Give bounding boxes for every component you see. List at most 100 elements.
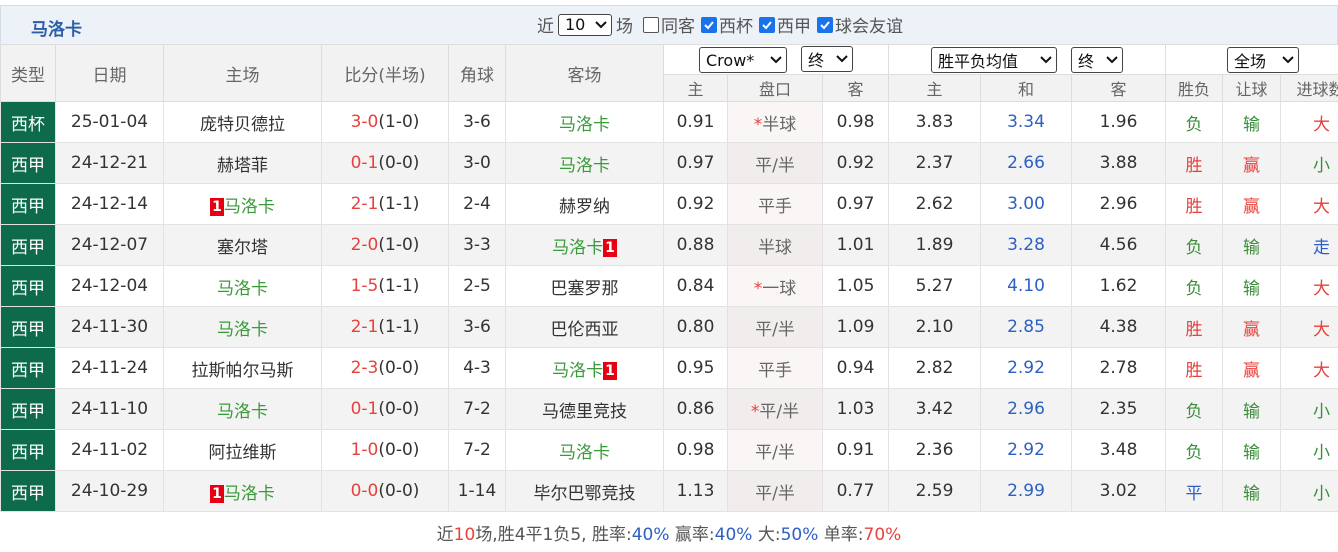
- over-rate: 50%: [780, 525, 819, 545]
- result: 负: [1165, 101, 1224, 143]
- sub-header: 主: [663, 74, 728, 102]
- select-value: 胜平负均值: [938, 51, 1019, 71]
- full-score: 1-0: [350, 440, 379, 460]
- filter-option[interactable]: 同客: [637, 12, 695, 37]
- filter-option[interactable]: 西甲: [753, 12, 811, 37]
- odds-select[interactable]: 终: [1071, 46, 1124, 73]
- sub-header: 胜负: [1165, 74, 1224, 102]
- corners: 3-6: [448, 306, 506, 348]
- home-team: 马洛卡: [163, 388, 322, 430]
- away-name: 马洛卡: [552, 237, 604, 258]
- checkbox[interactable]: [817, 16, 833, 33]
- away-team: 巴伦西亚: [505, 306, 664, 348]
- handicap-line: 平/半: [755, 155, 795, 176]
- option-label: 西甲: [777, 17, 811, 37]
- full-score: 2-3: [350, 358, 379, 378]
- odds-home: 0.86: [663, 388, 728, 430]
- away-name: 马洛卡: [552, 360, 604, 381]
- half-score: (1-0): [378, 235, 420, 255]
- avg-draw: 2.92: [980, 429, 1073, 471]
- sub-header: 和: [980, 74, 1073, 102]
- filter-option[interactable]: 西杯: [695, 12, 753, 37]
- hcp-result: 输: [1222, 101, 1282, 143]
- result: 胜: [1165, 306, 1224, 348]
- result: 负: [1165, 265, 1224, 307]
- avg-home: 2.37: [888, 142, 982, 184]
- home-team: 1 马洛卡: [163, 470, 322, 512]
- match-date: 24-10-29: [55, 470, 164, 512]
- avg-home: 2.62: [888, 183, 982, 225]
- odds-away: 0.91: [821, 429, 890, 471]
- half-score: (0-0): [378, 440, 420, 460]
- odds-select[interactable]: Crow*: [699, 47, 787, 74]
- team-title: 马洛卡: [31, 20, 82, 40]
- odds-home: 0.98: [663, 429, 728, 471]
- hcp-result: 输: [1222, 265, 1282, 307]
- count-value: 10: [565, 15, 586, 34]
- avg-draw: 2.96: [980, 388, 1073, 430]
- full-score: 2-1: [350, 194, 379, 214]
- column-header: 日期: [55, 44, 164, 102]
- match-type: 西甲: [0, 470, 56, 512]
- away-name: 赫罗纳: [559, 196, 610, 217]
- odds-select[interactable]: 终: [801, 45, 853, 72]
- result: 负: [1165, 388, 1224, 430]
- filter-option[interactable]: 球会友谊: [811, 12, 903, 37]
- corners: 3-0: [448, 142, 506, 184]
- away-name: 马洛卡: [559, 114, 610, 135]
- odds-home: 0.95: [663, 347, 728, 389]
- odds-select[interactable]: 全场: [1227, 46, 1300, 73]
- score: 3-0(1-0): [321, 101, 449, 143]
- avg-away: 2.78: [1071, 347, 1167, 389]
- hcp-result: 输: [1222, 470, 1282, 512]
- odds-away: 0.97: [821, 183, 890, 225]
- avg-home: 5.27: [888, 265, 982, 307]
- score: 1-5(1-1): [321, 265, 449, 307]
- match-table: 类型 日期 主场 比分(半场) 角球 客场 Crow* 终胜平负均值终全场 主盘口客主和客胜负…: [0, 44, 1338, 512]
- match-row: 西甲 24-12-21 赫塔菲 0-1(0-0) 3-0 马洛卡 0.97 平/半 0.92 2.…: [0, 142, 1338, 184]
- odds-select[interactable]: 胜平负均值: [931, 46, 1058, 73]
- red-card: 1: [210, 484, 224, 503]
- match-row: 西甲 24-11-24 拉斯帕尔马斯 2-3(0-0) 4-3 马洛卡 1 0.95 平手 0.9…: [0, 347, 1338, 389]
- avg-home: 2.36: [888, 429, 982, 471]
- option-label: 球会友谊: [835, 17, 903, 37]
- avg-away: 3.48: [1071, 429, 1167, 471]
- match-type: 西杯: [0, 101, 56, 143]
- column-header: 类型: [0, 44, 56, 102]
- home-name: 马洛卡: [217, 401, 268, 422]
- odds-home: 0.88: [663, 224, 728, 266]
- result: 平: [1165, 470, 1224, 512]
- column-header: 比分(半场): [321, 44, 449, 102]
- match-date: 24-11-24: [55, 347, 164, 389]
- corners: 7-2: [448, 429, 506, 471]
- goals-result: 小: [1280, 142, 1338, 184]
- avg-home: 2.82: [888, 347, 982, 389]
- avg-draw: 2.99: [980, 470, 1073, 512]
- summary-text: 场,胜4平1负5, 胜率:: [475, 525, 632, 545]
- avg-away: 2.35: [1071, 388, 1167, 430]
- home-team: 拉斯帕尔马斯: [163, 347, 322, 389]
- home-name: 马洛卡: [223, 483, 275, 504]
- checkbox[interactable]: [759, 16, 775, 33]
- checkbox[interactable]: [643, 16, 659, 33]
- checkbox[interactable]: [701, 16, 717, 33]
- away-team: 赫罗纳: [505, 183, 664, 225]
- win-rate: 40%: [631, 525, 670, 545]
- home-name: 马洛卡: [223, 196, 275, 217]
- sub-header: 客: [1071, 74, 1167, 102]
- away-name: 马洛卡: [559, 442, 610, 463]
- score: 2-3(0-0): [321, 347, 449, 389]
- match-type: 西甲: [0, 429, 56, 471]
- half-score: (0-0): [378, 481, 420, 501]
- half-score: (0-0): [378, 399, 420, 419]
- column-header: 主场: [163, 44, 322, 102]
- odds-home: 0.80: [663, 306, 728, 348]
- score: 2-1(1-1): [321, 306, 449, 348]
- count-select[interactable]: 10: [558, 13, 612, 36]
- goals-result: 大: [1280, 183, 1338, 225]
- goals-result: 小: [1280, 388, 1338, 430]
- score: 1-0(0-0): [321, 429, 449, 471]
- away-name: 巴塞罗那: [550, 278, 619, 299]
- away-name: 毕尔巴鄂竞技: [533, 483, 636, 504]
- handicap-line: 平手: [758, 360, 792, 381]
